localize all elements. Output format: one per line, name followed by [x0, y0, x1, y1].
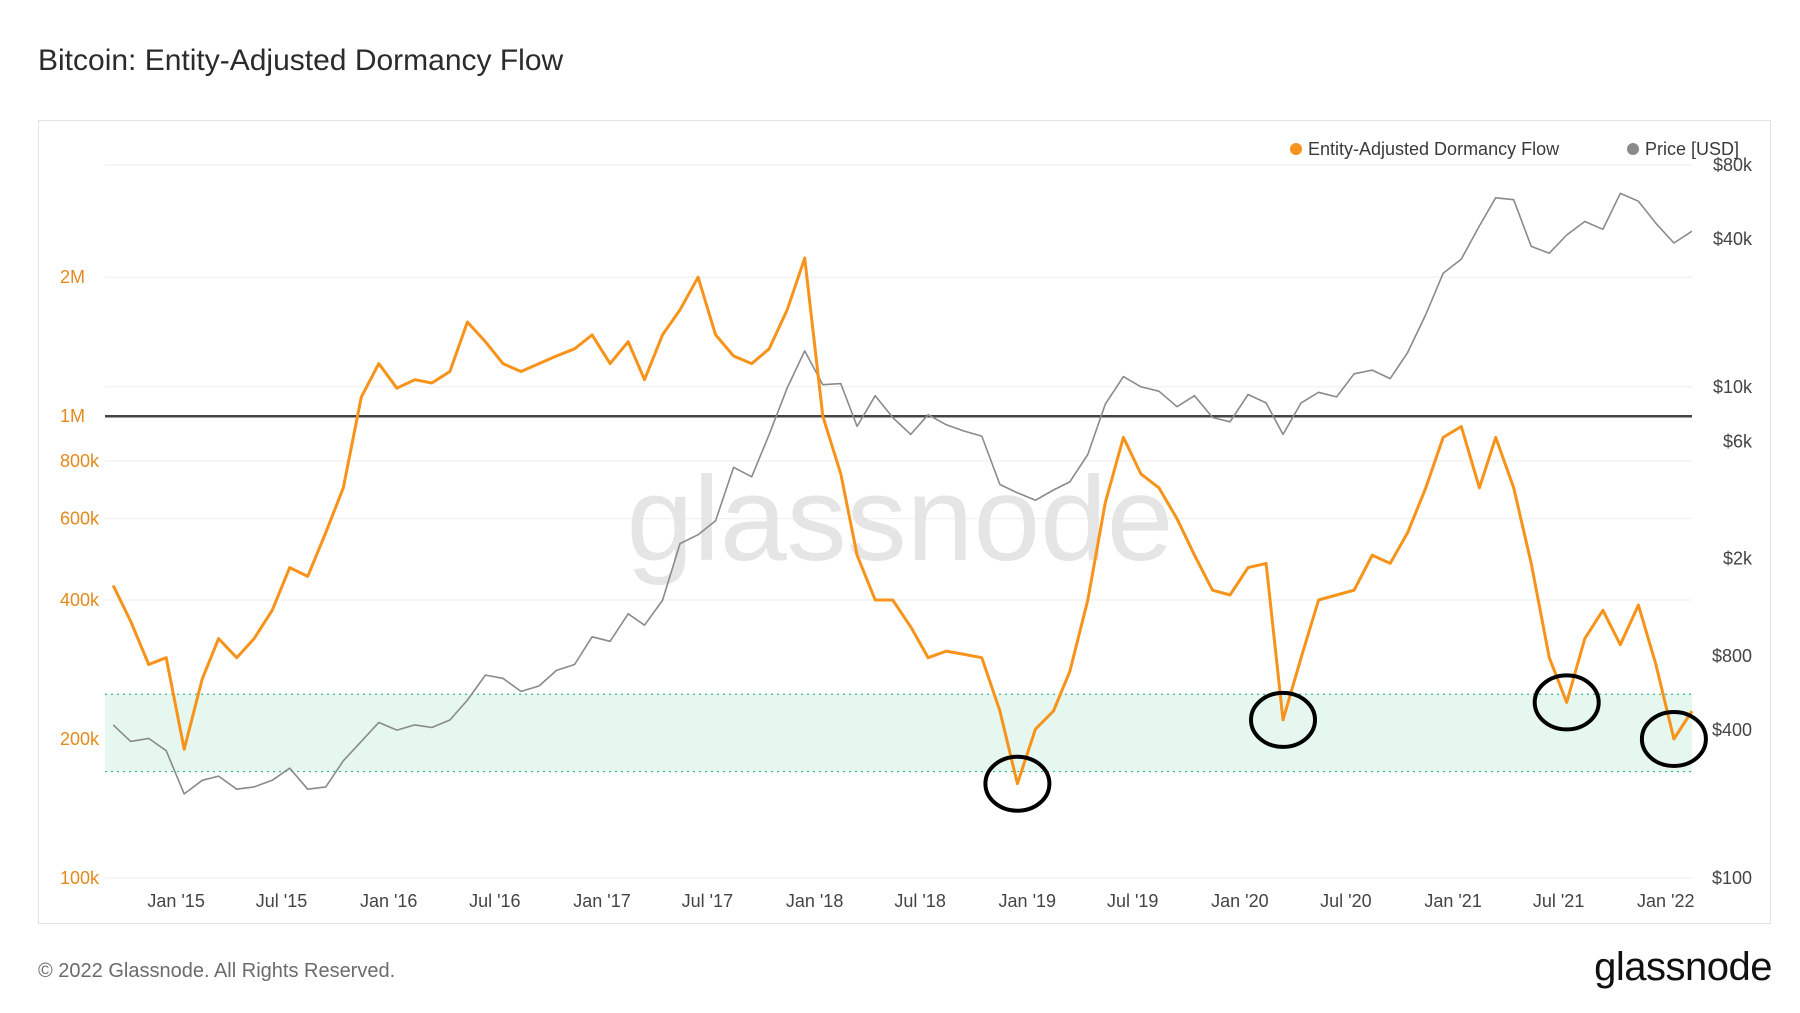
- y-left-tick-label: 100k: [60, 868, 100, 888]
- y-right-tick-label: $2k: [1723, 548, 1753, 568]
- chart-panel: [38, 120, 1771, 924]
- y-left-tick-label: 400k: [60, 590, 100, 610]
- legend-price-label[interactable]: Price [USD]: [1645, 139, 1739, 159]
- circled-lows: [983, 673, 1708, 813]
- y-left-tick-label: 600k: [60, 509, 100, 529]
- y-left-tick-label: 800k: [60, 451, 100, 471]
- x-tick-label: Jul '15: [256, 891, 307, 911]
- x-tick-label: Jul '21: [1533, 891, 1584, 911]
- highlight-circle: [1249, 690, 1317, 749]
- legend-flow-swatch: [1290, 143, 1302, 155]
- legend-flow-label[interactable]: Entity-Adjusted Dormancy Flow: [1308, 139, 1560, 159]
- y-right-tick-label: $100: [1712, 868, 1752, 888]
- x-tick-label: Jul '18: [894, 891, 945, 911]
- x-tick-label: Jul '19: [1107, 891, 1158, 911]
- x-tick-label: Jan '18: [786, 891, 843, 911]
- highlight-circle: [1639, 710, 1708, 768]
- legend: Entity-Adjusted Dormancy Flow Price [USD…: [1290, 139, 1739, 159]
- chart-title: Bitcoin: Entity-Adjusted Dormancy Flow: [38, 44, 564, 77]
- y-left-tick-label: 200k: [60, 729, 100, 749]
- x-axis: Jan '15 Jul '15 Jan '16 Jul '16 Jan '17 Jul '…: [147, 891, 1694, 911]
- y-right-tick-label: $40k: [1713, 229, 1753, 249]
- y-right-tick-label: $6k: [1723, 431, 1753, 451]
- footer-copyright: © 2022 Glassnode. All Rights Reserved.: [38, 960, 396, 982]
- x-tick-label: Jan '19: [999, 891, 1056, 911]
- highlight-circle: [983, 754, 1052, 813]
- y-left-tick-label: 2M: [60, 267, 85, 287]
- y-right-tick-label: $80k: [1713, 155, 1753, 175]
- flow-series: [111, 256, 1694, 786]
- y-right-tick-label: $10k: [1713, 377, 1753, 397]
- x-tick-label: Jan '16: [360, 891, 417, 911]
- x-tick-label: Jan '22: [1637, 891, 1694, 911]
- x-tick-label: Jul '17: [682, 891, 733, 911]
- watermark-logo: glassnode: [626, 452, 1173, 586]
- series-line-price: [112, 192, 1693, 795]
- y-right-tick-label: $800: [1712, 646, 1752, 666]
- y-right-tick-label: $400: [1712, 720, 1752, 740]
- legend-price-swatch: [1627, 143, 1639, 155]
- left-axis: 100k 200k 400k 600k 800k 1M 2M: [60, 267, 100, 888]
- right-axis: $100 $400 $800 $2k $6k $10k $40k $80k: [1712, 155, 1753, 888]
- price-series: [112, 192, 1693, 795]
- x-tick-label: Jan '20: [1211, 891, 1268, 911]
- x-tick-label: Jan '17: [573, 891, 630, 911]
- series-line-dormancy-flow: [111, 256, 1694, 786]
- y-left-tick-label: 1M: [60, 406, 85, 426]
- x-tick-label: Jul '16: [469, 891, 520, 911]
- x-tick-label: Jul '20: [1320, 891, 1371, 911]
- glassnode-logo: glassnode: [1594, 945, 1772, 989]
- x-tick-label: Jan '15: [147, 891, 204, 911]
- highlight-circle: [1532, 673, 1601, 732]
- x-tick-label: Jan '21: [1424, 891, 1481, 911]
